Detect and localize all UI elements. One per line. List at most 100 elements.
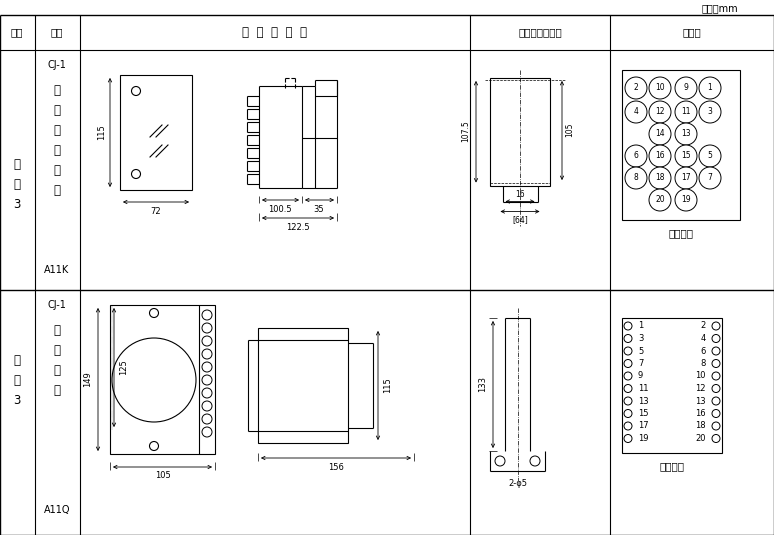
Text: 13: 13 bbox=[638, 396, 649, 406]
Text: 133: 133 bbox=[478, 377, 488, 393]
Text: A11K: A11K bbox=[44, 265, 70, 275]
Circle shape bbox=[112, 338, 196, 422]
Circle shape bbox=[624, 422, 632, 430]
Text: 接: 接 bbox=[53, 363, 60, 377]
Text: 图: 图 bbox=[13, 373, 20, 386]
Circle shape bbox=[675, 189, 697, 211]
Text: CJ-1: CJ-1 bbox=[47, 60, 67, 70]
Circle shape bbox=[625, 101, 647, 123]
Text: 105: 105 bbox=[566, 123, 574, 137]
Circle shape bbox=[712, 372, 720, 380]
Text: 19: 19 bbox=[638, 434, 649, 443]
Text: 图号: 图号 bbox=[11, 27, 23, 37]
Text: 14: 14 bbox=[655, 129, 665, 139]
Text: （前视）: （前视） bbox=[659, 461, 684, 471]
Circle shape bbox=[649, 123, 671, 145]
Text: 线: 线 bbox=[53, 384, 60, 396]
Text: 安装开孔尺寸图: 安装开孔尺寸图 bbox=[518, 27, 562, 37]
Text: 18: 18 bbox=[695, 422, 706, 431]
Text: 20: 20 bbox=[696, 434, 706, 443]
Text: 105: 105 bbox=[155, 471, 170, 480]
Text: 入: 入 bbox=[53, 103, 60, 117]
Circle shape bbox=[712, 422, 720, 430]
Circle shape bbox=[624, 372, 632, 380]
Circle shape bbox=[675, 77, 697, 99]
Text: 3: 3 bbox=[638, 334, 643, 343]
Circle shape bbox=[712, 334, 720, 342]
Circle shape bbox=[530, 456, 540, 466]
Text: 单位：mm: 单位：mm bbox=[702, 3, 738, 13]
Text: 8: 8 bbox=[634, 173, 639, 182]
Circle shape bbox=[649, 77, 671, 99]
Circle shape bbox=[625, 145, 647, 167]
Circle shape bbox=[132, 87, 141, 96]
Text: 3: 3 bbox=[707, 108, 712, 117]
Circle shape bbox=[202, 388, 212, 398]
Text: 125: 125 bbox=[119, 359, 128, 375]
Text: 35: 35 bbox=[313, 204, 324, 213]
Circle shape bbox=[202, 427, 212, 437]
Circle shape bbox=[624, 322, 632, 330]
Text: 6: 6 bbox=[700, 347, 706, 355]
Bar bbox=[120, 75, 192, 190]
Circle shape bbox=[712, 385, 720, 393]
Circle shape bbox=[624, 397, 632, 405]
Text: 149: 149 bbox=[84, 371, 93, 387]
Text: 嵌: 嵌 bbox=[53, 83, 60, 96]
Text: 1: 1 bbox=[707, 83, 712, 93]
Text: 72: 72 bbox=[151, 208, 161, 217]
Text: 13: 13 bbox=[681, 129, 691, 139]
Text: 16: 16 bbox=[515, 190, 525, 199]
Text: 19: 19 bbox=[681, 195, 691, 204]
Text: 5: 5 bbox=[707, 151, 712, 160]
Circle shape bbox=[624, 409, 632, 417]
Text: 115: 115 bbox=[383, 377, 392, 393]
Circle shape bbox=[712, 322, 720, 330]
Text: 3: 3 bbox=[13, 394, 21, 407]
Circle shape bbox=[202, 362, 212, 372]
Text: 结构: 结构 bbox=[51, 27, 63, 37]
Text: 1: 1 bbox=[638, 322, 643, 331]
Circle shape bbox=[712, 409, 720, 417]
Circle shape bbox=[202, 323, 212, 333]
Bar bbox=[110, 305, 215, 454]
Text: 板: 板 bbox=[53, 324, 60, 337]
Text: 接: 接 bbox=[53, 164, 60, 177]
Circle shape bbox=[699, 145, 721, 167]
Bar bbox=[622, 318, 722, 453]
Text: 17: 17 bbox=[638, 422, 649, 431]
Text: 10: 10 bbox=[696, 371, 706, 380]
Circle shape bbox=[624, 360, 632, 368]
Text: 7: 7 bbox=[638, 359, 643, 368]
Text: 115: 115 bbox=[98, 125, 107, 140]
Text: 6: 6 bbox=[634, 151, 639, 160]
Bar bbox=[258, 328, 348, 443]
Text: 11: 11 bbox=[638, 384, 649, 393]
Text: 18: 18 bbox=[656, 173, 665, 182]
Text: 3: 3 bbox=[13, 198, 21, 211]
Circle shape bbox=[624, 347, 632, 355]
Text: 9: 9 bbox=[683, 83, 688, 93]
Circle shape bbox=[202, 336, 212, 346]
Text: 前: 前 bbox=[53, 343, 60, 356]
Text: 附: 附 bbox=[13, 158, 20, 172]
Circle shape bbox=[712, 434, 720, 442]
Text: 17: 17 bbox=[681, 173, 691, 182]
Text: 16: 16 bbox=[695, 409, 706, 418]
Circle shape bbox=[712, 397, 720, 405]
Text: 15: 15 bbox=[638, 409, 649, 418]
Text: 附: 附 bbox=[13, 354, 20, 366]
Circle shape bbox=[202, 401, 212, 411]
Circle shape bbox=[649, 167, 671, 189]
Text: 100.5: 100.5 bbox=[268, 204, 292, 213]
Text: 4: 4 bbox=[700, 334, 706, 343]
Text: 13: 13 bbox=[695, 396, 706, 406]
Text: 线: 线 bbox=[53, 184, 60, 196]
Circle shape bbox=[624, 434, 632, 442]
Circle shape bbox=[712, 360, 720, 368]
Circle shape bbox=[699, 101, 721, 123]
Text: 156: 156 bbox=[328, 463, 344, 472]
Text: 11: 11 bbox=[681, 108, 690, 117]
Circle shape bbox=[149, 441, 159, 450]
Circle shape bbox=[699, 77, 721, 99]
